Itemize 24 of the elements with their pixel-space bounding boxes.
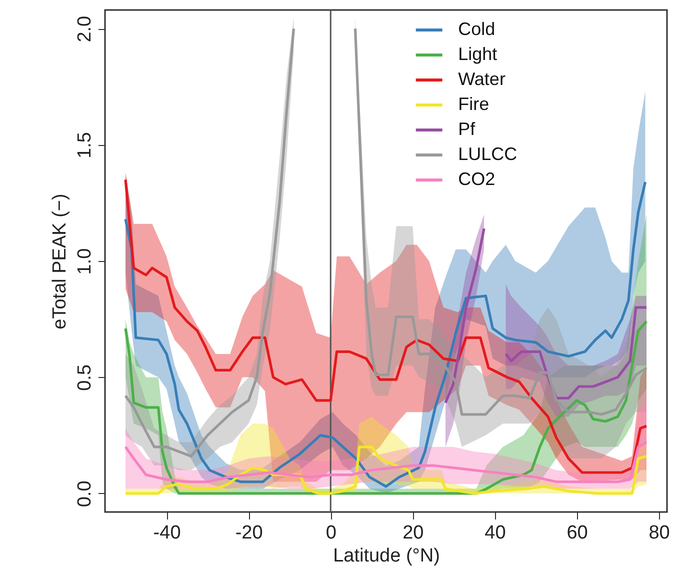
line-series xyxy=(124,440,648,484)
y-tick-label: 0.0 xyxy=(74,480,96,508)
y-tick-label: 1.0 xyxy=(74,248,96,275)
legend-label: Pf xyxy=(458,119,476,140)
legend-label: LULCC xyxy=(458,144,518,164)
x-tick-label: 0 xyxy=(326,522,336,544)
y-axis-title: eTotal PEAK (−) xyxy=(50,194,70,330)
y-tick-label: 1.5 xyxy=(74,132,96,159)
legend-label: Cold xyxy=(458,19,496,40)
line-series xyxy=(124,320,648,495)
x-tick-label: -20 xyxy=(235,522,263,544)
legend-label: Light xyxy=(458,44,498,64)
x-axis-title: Latitude (°N) xyxy=(333,546,440,566)
x-tick-label: 40 xyxy=(484,522,506,544)
y-tick-label: 2.0 xyxy=(74,16,96,42)
x-tick-label: -40 xyxy=(153,522,181,544)
legend-label: Fire xyxy=(458,94,490,114)
y-tick-label: 0.5 xyxy=(74,364,96,391)
x-tick-label: 80 xyxy=(648,522,670,544)
legend-label: Water xyxy=(458,69,506,90)
line-series xyxy=(124,446,648,495)
x-tick-label: 60 xyxy=(566,522,588,544)
x-tick-label: 20 xyxy=(402,522,424,544)
legend-label: CO2 xyxy=(458,169,496,190)
